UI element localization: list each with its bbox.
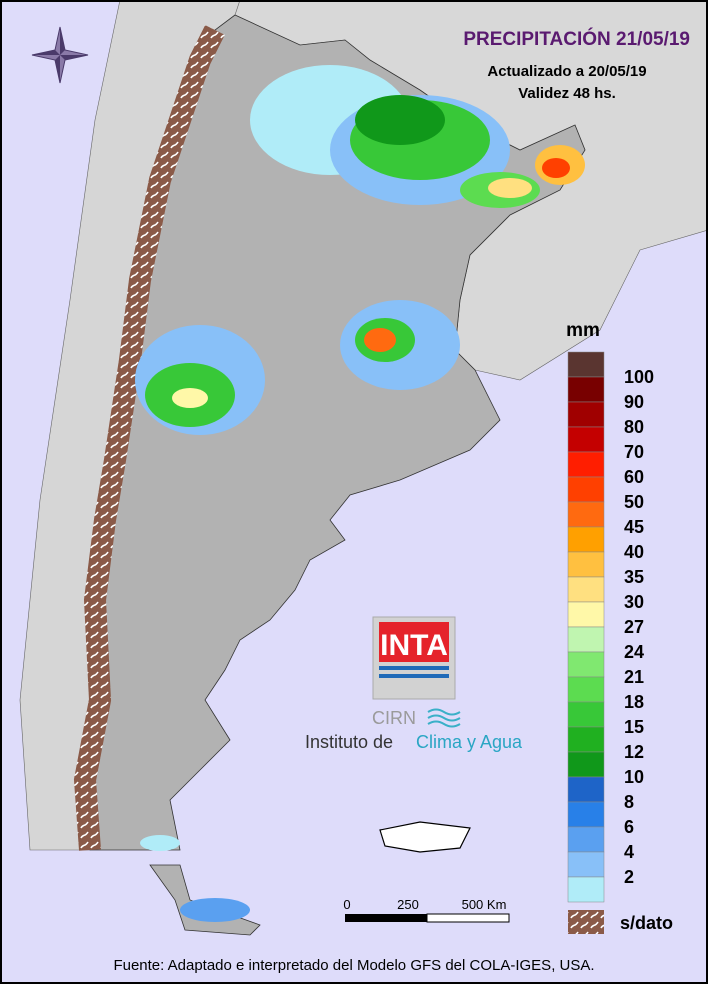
logo: INTA CIRN Instituto de Clima y Agua: [305, 616, 523, 752]
logo-institute-name: Clima y Agua: [416, 732, 523, 752]
source: Fuente: Adaptado e interpretado del Mode…: [113, 957, 594, 974]
legend-level: 2: [624, 867, 634, 887]
legend-level: 45: [624, 517, 644, 537]
legend-level: 15: [624, 717, 644, 737]
logo-stripe: [379, 674, 449, 678]
legend-swatch: [567, 826, 605, 853]
legend-swatch: [567, 426, 605, 453]
legend-level: 30: [624, 592, 644, 612]
legend-level: 12: [624, 742, 644, 762]
legend-swatch: [567, 526, 605, 553]
legend-level: 8: [624, 792, 634, 812]
legend-level: 90: [624, 392, 644, 412]
legend-swatch: [567, 876, 605, 903]
legend-swatch: [567, 576, 605, 603]
no-data-swatch: [568, 910, 604, 934]
footer-band: [0, 945, 708, 984]
legend-level: 80: [624, 417, 644, 437]
legend-swatch: [567, 676, 605, 703]
legend-swatch: [567, 851, 605, 878]
legend-swatch: [567, 601, 605, 628]
legend-level: 10: [624, 767, 644, 787]
scale-segment: [426, 913, 510, 923]
legend-swatch: [567, 551, 605, 578]
legend-level: 35: [624, 567, 644, 587]
legend-swatch: [567, 726, 605, 753]
logo-center: CIRN: [372, 708, 416, 728]
legend-swatch: [567, 351, 605, 378]
scale-label: 250: [397, 897, 419, 912]
legend-level: 60: [624, 467, 644, 487]
legend-swatch: [567, 401, 605, 428]
logo-stripe: [379, 666, 449, 670]
legend-level: 50: [624, 492, 644, 512]
legend-swatch: [567, 651, 605, 678]
legend-level: 40: [624, 542, 644, 562]
legend-swatch: [567, 776, 605, 803]
legend-level: 18: [624, 692, 644, 712]
legend-swatch: [567, 626, 605, 653]
legend-swatch: [567, 751, 605, 778]
legend-level: 27: [624, 617, 644, 637]
validity: Validez 48 hs.: [518, 85, 616, 102]
no-data-label: s/dato: [620, 913, 673, 933]
scale-bar: 0 250 500 Km: [343, 897, 510, 923]
legend-level: 6: [624, 817, 634, 837]
compass: [31, 26, 89, 84]
legend-swatch: [567, 701, 605, 728]
legend-swatch: [567, 801, 605, 828]
updated: Actualizado a 20/05/19: [487, 63, 646, 80]
legend-swatch: [567, 476, 605, 503]
logo-waves: [427, 708, 461, 728]
logo-brand: INTA: [380, 629, 448, 662]
title: PRECIPITACIÓN 21/05/19: [463, 28, 690, 50]
legend: mm s/dato 100908070605045403530272421181…: [566, 320, 673, 934]
scale-segment: [345, 914, 427, 922]
legend-level: 21: [624, 667, 644, 687]
legend-level: 4: [624, 842, 634, 862]
legend-level: 70: [624, 442, 644, 462]
legend-level: 100: [624, 367, 654, 387]
no-data-strip: [73, 25, 225, 851]
scale-label: 500 Km: [462, 897, 507, 912]
logo-institute: Instituto de: [305, 732, 393, 752]
legend-swatch: [567, 451, 605, 478]
malvinas: [379, 821, 471, 853]
precipitation: [135, 65, 585, 922]
legend-level: 24: [624, 642, 644, 662]
legend-swatch: [567, 376, 605, 403]
legend-unit: mm: [566, 320, 600, 341]
scale-label: 0: [343, 897, 350, 912]
logo-red: [379, 622, 449, 662]
legend-swatch: [567, 501, 605, 528]
